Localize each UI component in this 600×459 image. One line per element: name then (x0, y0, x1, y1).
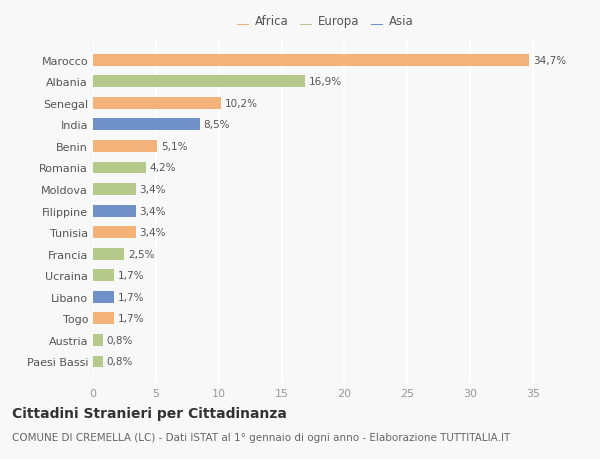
Text: 2,5%: 2,5% (128, 249, 155, 259)
Text: 0,8%: 0,8% (107, 335, 133, 345)
Text: 10,2%: 10,2% (225, 99, 258, 109)
Text: 3,4%: 3,4% (139, 228, 166, 238)
Text: 16,9%: 16,9% (309, 77, 342, 87)
Text: 5,1%: 5,1% (161, 142, 187, 151)
Bar (93, 184, 136, 196)
Bar (93, 205, 136, 217)
Text: COMUNE DI CREMELLA (LC) - Dati ISTAT al 1° gennaio di ogni anno - Elaborazione T: COMUNE DI CREMELLA (LC) - Dati ISTAT al … (12, 432, 510, 442)
Bar (93, 119, 200, 131)
Bar (93, 76, 305, 88)
Bar (93, 270, 115, 281)
Bar (93, 227, 136, 239)
Bar (93, 141, 157, 152)
Bar (93, 313, 115, 325)
Bar (93, 162, 146, 174)
Text: 3,4%: 3,4% (139, 206, 166, 216)
Legend: Africa, Europa, Asia: Africa, Europa, Asia (232, 11, 419, 33)
Bar (93, 356, 103, 368)
Bar (93, 334, 103, 346)
Text: 34,7%: 34,7% (533, 56, 566, 66)
Text: Cittadini Stranieri per Cittadinanza: Cittadini Stranieri per Cittadinanza (12, 406, 287, 420)
Text: 4,2%: 4,2% (149, 163, 176, 173)
Text: 1,7%: 1,7% (118, 313, 145, 324)
Text: 1,7%: 1,7% (118, 292, 145, 302)
Text: 8,5%: 8,5% (203, 120, 230, 130)
Bar (93, 291, 115, 303)
Text: 3,4%: 3,4% (139, 185, 166, 195)
Bar (93, 98, 221, 110)
Bar (93, 55, 529, 67)
Bar (93, 248, 124, 260)
Text: 1,7%: 1,7% (118, 271, 145, 280)
Text: 0,8%: 0,8% (107, 357, 133, 367)
